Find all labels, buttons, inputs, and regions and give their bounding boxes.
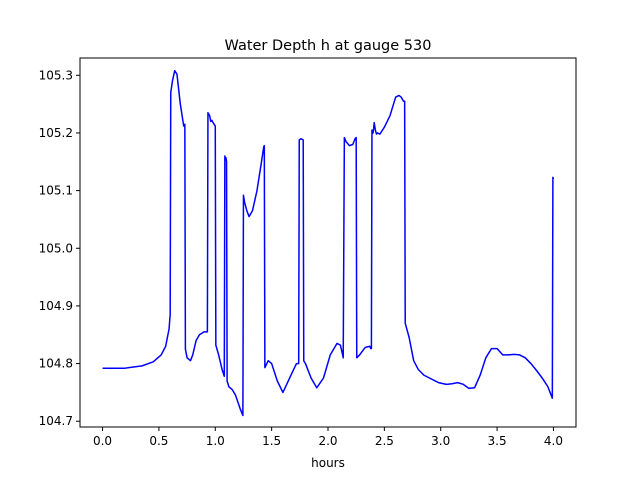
x-tick-label: 0.0	[93, 434, 112, 448]
x-tick-label: 2.5	[375, 434, 394, 448]
axes-frame	[79, 57, 577, 428]
y-tick-label: 104.9	[39, 299, 73, 313]
x-axis-ticks: 0.0 0.5 1.0 1.5 2.0 2.5 3.0 3.5 4.0	[93, 427, 563, 448]
plot-area	[79, 57, 577, 428]
x-tick-label: 1.0	[206, 434, 225, 448]
x-axis-label: hours	[311, 456, 345, 470]
x-tick-label: 4.0	[544, 434, 563, 448]
x-tick-label: 3.5	[488, 434, 507, 448]
y-axis-ticks: 104.7 104.8 104.9 105.0 105.1 105.2 105.3	[39, 68, 80, 428]
y-tick-label: 105.2	[39, 126, 73, 140]
x-tick-label: 0.5	[149, 434, 168, 448]
x-tick-label: 3.0	[431, 434, 450, 448]
y-tick-label: 105.3	[39, 68, 73, 82]
x-tick-label: 1.5	[262, 434, 281, 448]
y-tick-label: 105.0	[39, 241, 73, 255]
series-line-water-depth	[102, 69, 555, 417]
chart-title: Water Depth h at gauge 530	[225, 38, 432, 54]
y-tick-label: 104.7	[39, 414, 73, 428]
y-tick-label: 105.1	[39, 184, 73, 198]
x-tick-label: 2.0	[318, 434, 337, 448]
y-tick-label: 104.8	[39, 357, 73, 371]
